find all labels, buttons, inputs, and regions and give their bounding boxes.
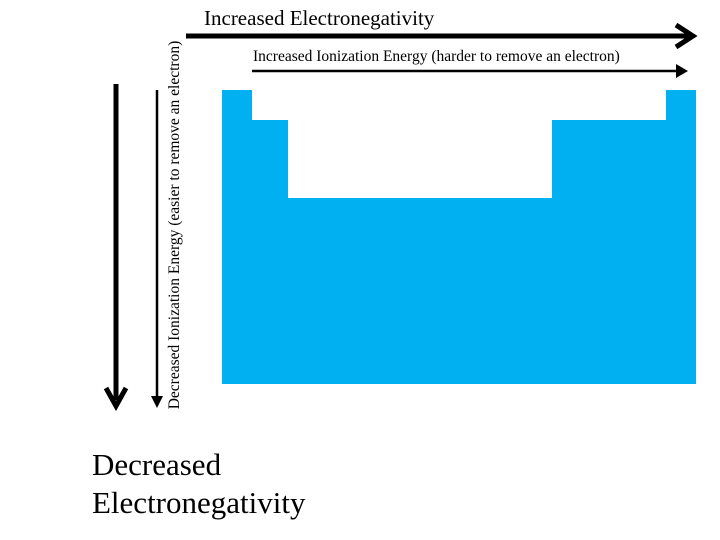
decreased-electronegativity-line2: Electronegativity (92, 485, 306, 520)
increased-ionization-label: Increased Ionization Energy (harder to r… (253, 48, 620, 65)
decreased-electronegativity-label: Decreased Electronegativity (92, 446, 305, 522)
decreased-electronegativity-line1: Decreased (92, 447, 222, 482)
arrow-down-icon (151, 90, 163, 408)
electronegativity-down-head (103, 386, 129, 412)
increased-electronegativity-label: Increased Electronegativity (204, 6, 435, 30)
periodic-table-shape (222, 90, 696, 384)
ionization-down-head (151, 396, 163, 408)
decreased-ionization-label: Decreased Ionization Energy (easier to r… (166, 40, 183, 410)
arrow-down-icon (103, 84, 129, 412)
ionization-arrow-head (676, 64, 688, 78)
arrow-right-icon (252, 64, 688, 78)
arrow-right-icon (186, 22, 698, 50)
electronegativity-arrow-head (674, 22, 698, 50)
